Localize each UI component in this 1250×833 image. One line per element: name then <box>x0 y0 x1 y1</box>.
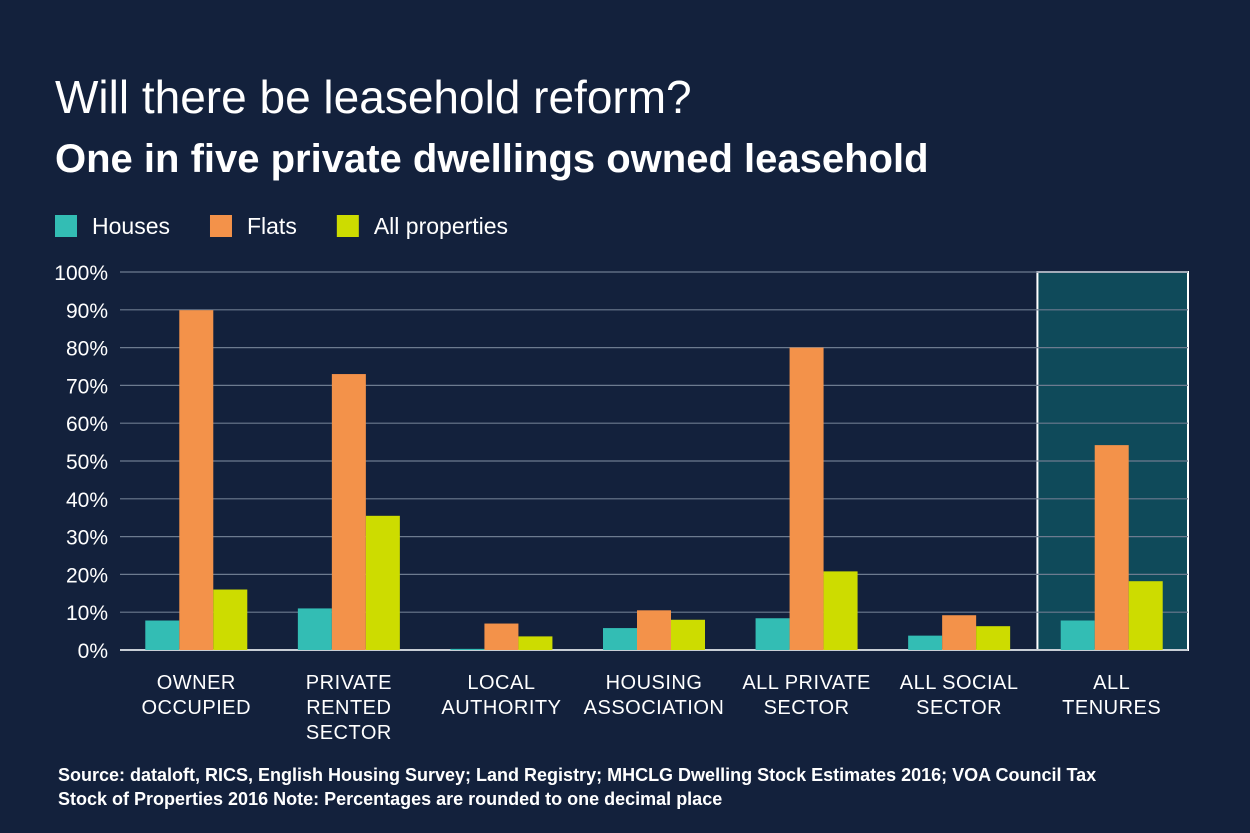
legend-swatch <box>209 215 232 237</box>
y-tick-label: 70% <box>66 375 108 398</box>
bar <box>755 618 790 650</box>
bar <box>789 347 824 650</box>
source-note: Source: dataloft, RICS, English Housing … <box>58 765 1096 809</box>
bar <box>1094 445 1129 650</box>
bar <box>823 571 858 650</box>
bar <box>331 374 366 650</box>
x-tick-label: ALL PRIVATE SECTOR <box>742 672 871 719</box>
legend-swatch <box>55 215 77 237</box>
y-tick-label: 90% <box>66 300 108 323</box>
bar <box>1060 620 1095 650</box>
bar <box>145 620 180 650</box>
y-tick-label: 40% <box>66 489 108 512</box>
bar <box>1128 581 1163 650</box>
x-tick-label: OWNER OCCUPIED <box>141 672 251 719</box>
x-tick-label: ALL TENURES <box>1062 672 1161 719</box>
chart-title: Will there be leasehold reform? <box>55 71 692 123</box>
legend-label: All properties <box>374 213 508 239</box>
bar <box>908 635 943 650</box>
bar <box>450 648 485 650</box>
y-tick-label: 60% <box>66 413 108 436</box>
bar <box>518 636 553 650</box>
legend-swatch <box>336 215 359 237</box>
y-tick-label: 10% <box>66 602 108 625</box>
bar <box>484 623 519 650</box>
y-tick-label: 80% <box>66 338 108 361</box>
x-tick-label: LOCAL AUTHORITY <box>441 672 561 719</box>
bar <box>179 310 214 650</box>
x-tick-label: HOUSING ASSOCIATION <box>584 672 725 719</box>
bar <box>637 610 671 650</box>
y-tick-label: 20% <box>66 564 108 587</box>
y-tick-label: 100% <box>54 262 108 285</box>
bar <box>213 589 248 650</box>
x-tick-label: ALL SOCIAL SECTOR <box>900 672 1019 719</box>
bar <box>671 619 705 650</box>
chart-subtitle: One in five private dwellings owned leas… <box>55 137 929 181</box>
bar <box>603 628 637 650</box>
bar <box>976 626 1011 650</box>
legend-label: Flats <box>247 213 297 239</box>
bar <box>297 608 332 650</box>
bar <box>365 515 400 650</box>
x-tick-label: PRIVATE RENTED SECTOR <box>306 672 392 744</box>
legend-label: Houses <box>92 213 170 239</box>
y-tick-label: 0% <box>78 640 108 663</box>
y-tick-label: 30% <box>66 527 108 550</box>
bar <box>942 615 977 650</box>
y-tick-label: 50% <box>66 451 108 474</box>
